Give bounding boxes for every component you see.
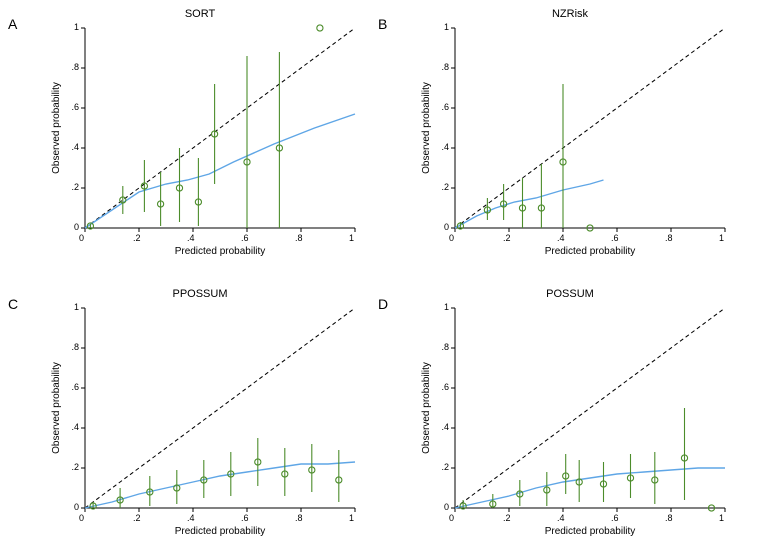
panel-letter: D	[378, 296, 388, 312]
x-axis-label: Predicted probability	[455, 526, 725, 537]
panel-c: CPPOSSUM0.2.4.6.810.2.4.6.81Predicted pr…	[30, 290, 370, 550]
x-axis-label: Predicted probability	[85, 526, 355, 537]
calibration-plot	[30, 290, 370, 550]
calibration-plot	[30, 10, 370, 270]
y-axis-label: Observed probability	[51, 308, 62, 508]
panel-letter: B	[378, 16, 387, 32]
calibration-curve	[455, 180, 604, 228]
identity-line	[455, 28, 725, 228]
panel-letter: C	[8, 296, 18, 312]
identity-line	[85, 308, 355, 508]
panel-d: DPOSSUM0.2.4.6.810.2.4.6.81Predicted pro…	[400, 290, 740, 550]
calibration-plot	[400, 10, 740, 270]
x-axis-label: Predicted probability	[85, 246, 355, 257]
y-axis-label: Observed probability	[421, 28, 432, 228]
y-axis-label: Observed probability	[421, 308, 432, 508]
calibration-curve	[85, 114, 355, 228]
calibration-plot	[400, 290, 740, 550]
y-axis-label: Observed probability	[51, 28, 62, 228]
panel-a: ASORT0.2.4.6.810.2.4.6.81Predicted proba…	[30, 10, 370, 270]
panel-letter: A	[8, 16, 17, 32]
panel-b: BNZRisk0.2.4.6.810.2.4.6.81Predicted pro…	[400, 10, 740, 270]
x-axis-label: Predicted probability	[455, 246, 725, 257]
data-marker	[317, 25, 323, 31]
